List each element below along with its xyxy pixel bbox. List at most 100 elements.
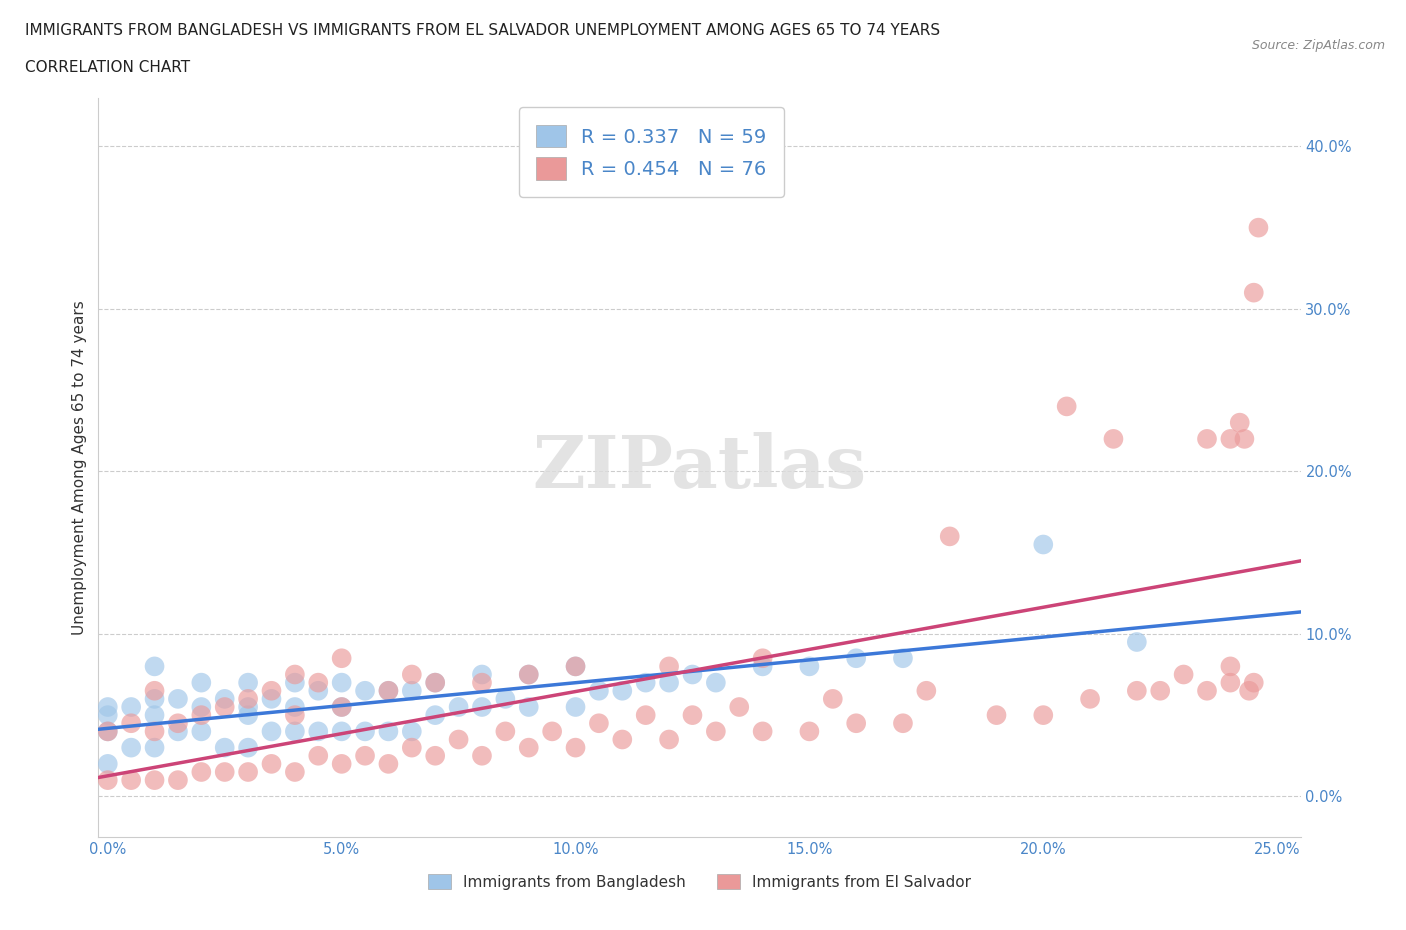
Point xyxy=(236,740,259,755)
Point xyxy=(307,684,329,698)
Point xyxy=(1195,684,1218,698)
Point xyxy=(143,659,166,674)
Point xyxy=(612,732,634,747)
Point xyxy=(986,708,1008,723)
Point xyxy=(1219,659,1241,674)
Point xyxy=(471,749,494,764)
Point xyxy=(143,708,166,723)
Point xyxy=(214,691,236,706)
Point xyxy=(401,740,423,755)
Point xyxy=(564,740,586,755)
Point xyxy=(167,773,190,788)
Point xyxy=(97,708,120,723)
Point xyxy=(821,691,844,706)
Point xyxy=(167,724,190,738)
Point xyxy=(354,749,377,764)
Point xyxy=(284,724,307,738)
Point xyxy=(1032,537,1054,551)
Point xyxy=(1243,286,1265,300)
Point xyxy=(236,699,259,714)
Point xyxy=(97,756,120,771)
Point xyxy=(1233,432,1256,446)
Point xyxy=(307,749,329,764)
Point xyxy=(1056,399,1078,414)
Point xyxy=(517,667,540,682)
Point xyxy=(97,773,120,788)
Point xyxy=(447,732,470,747)
Point xyxy=(799,724,821,738)
Point xyxy=(425,749,447,764)
Point xyxy=(471,675,494,690)
Point xyxy=(517,699,540,714)
Point xyxy=(260,756,283,771)
Point xyxy=(190,724,212,738)
Y-axis label: Unemployment Among Ages 65 to 74 years: Unemployment Among Ages 65 to 74 years xyxy=(72,300,87,634)
Point xyxy=(143,684,166,698)
Point xyxy=(1229,415,1251,430)
Point xyxy=(564,659,586,674)
Point xyxy=(1195,432,1218,446)
Point xyxy=(658,732,681,747)
Point xyxy=(751,651,773,666)
Point xyxy=(471,699,494,714)
Point xyxy=(658,675,681,690)
Point xyxy=(1237,684,1260,698)
Point xyxy=(517,740,540,755)
Point xyxy=(938,529,960,544)
Point xyxy=(494,691,516,706)
Point xyxy=(143,773,166,788)
Point xyxy=(401,684,423,698)
Legend: Immigrants from Bangladesh, Immigrants from El Salvador: Immigrants from Bangladesh, Immigrants f… xyxy=(422,868,977,896)
Point xyxy=(236,675,259,690)
Point xyxy=(682,667,704,682)
Point xyxy=(751,724,773,738)
Point xyxy=(120,773,142,788)
Point xyxy=(377,724,399,738)
Point xyxy=(1102,432,1125,446)
Point xyxy=(658,659,681,674)
Point xyxy=(260,724,283,738)
Point xyxy=(891,716,914,731)
Point xyxy=(330,724,353,738)
Point xyxy=(425,675,447,690)
Point xyxy=(214,764,236,779)
Point xyxy=(120,740,142,755)
Point xyxy=(1126,684,1149,698)
Point xyxy=(97,699,120,714)
Point xyxy=(236,764,259,779)
Point xyxy=(494,724,516,738)
Point xyxy=(564,699,586,714)
Point xyxy=(1219,675,1241,690)
Point xyxy=(1219,432,1241,446)
Point xyxy=(167,691,190,706)
Point xyxy=(330,699,353,714)
Point xyxy=(564,659,586,674)
Point xyxy=(167,716,190,731)
Point xyxy=(307,724,329,738)
Point xyxy=(97,724,120,738)
Point xyxy=(471,667,494,682)
Point xyxy=(97,724,120,738)
Point xyxy=(354,684,377,698)
Point xyxy=(891,651,914,666)
Point xyxy=(236,708,259,723)
Point xyxy=(588,684,610,698)
Point xyxy=(425,675,447,690)
Point xyxy=(1032,708,1054,723)
Point xyxy=(401,667,423,682)
Text: CORRELATION CHART: CORRELATION CHART xyxy=(25,60,190,75)
Point xyxy=(845,716,868,731)
Point xyxy=(354,724,377,738)
Point xyxy=(751,659,773,674)
Point xyxy=(799,659,821,674)
Text: ZIPatlas: ZIPatlas xyxy=(533,432,866,503)
Point xyxy=(330,675,353,690)
Point xyxy=(1243,675,1265,690)
Point xyxy=(1173,667,1195,682)
Point xyxy=(1149,684,1171,698)
Point xyxy=(120,716,142,731)
Point xyxy=(728,699,751,714)
Point xyxy=(634,675,657,690)
Point xyxy=(330,651,353,666)
Point xyxy=(190,708,212,723)
